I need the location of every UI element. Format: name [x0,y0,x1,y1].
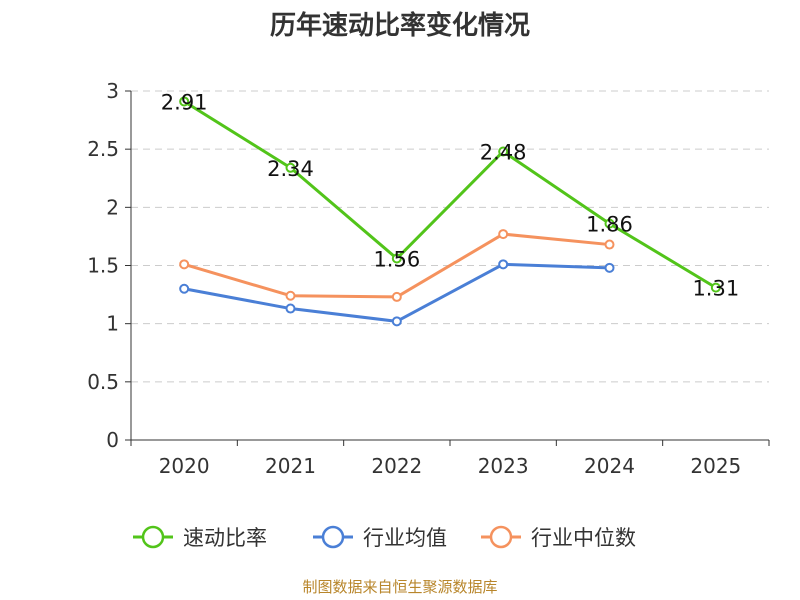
data-label: 2.34 [267,157,314,181]
data-point[interactable] [498,229,509,240]
data-label: 1.31 [692,277,739,301]
legend-label: 速动比率 [183,526,267,550]
legend-label: 行业中位数 [531,526,636,550]
data-point[interactable] [285,290,296,301]
data-point[interactable] [285,162,296,173]
legend-marker [489,525,513,549]
x-tick-label: 2025 [690,454,741,478]
legend-label: 行业均值 [363,526,447,550]
data-point[interactable] [604,239,615,250]
data-point[interactable] [710,282,721,293]
y-tick-label: 0 [106,428,119,452]
data-label: 2.48 [480,140,527,164]
series-line [183,100,717,289]
y-tick-label: 3 [106,79,119,103]
x-tick-label: 2020 [159,454,210,478]
x-tick-label: 2021 [265,454,316,478]
y-tick-label: 2.5 [87,137,119,161]
data-point[interactable] [498,259,509,270]
data-point[interactable] [391,316,402,327]
y-tick-label: 1.5 [87,254,119,278]
series-lines [179,96,721,327]
legend-item[interactable]: 速动比率 [133,525,267,550]
x-tick-label: 2024 [584,454,635,478]
legend-item[interactable]: 行业中位数 [481,525,636,550]
data-label: 1.86 [586,213,633,237]
data-point[interactable] [179,283,190,294]
legend-marker [321,525,345,549]
legend: 速动比率 行业均值 行业中位数 [133,525,636,550]
data-label: 2.91 [161,90,208,114]
data-point[interactable] [285,303,296,314]
x-tick-label: 2022 [371,454,422,478]
data-point[interactable] [391,291,402,302]
data-point[interactable] [391,253,402,264]
data-point[interactable] [498,146,509,157]
data-point[interactable] [604,218,615,229]
data-point[interactable] [179,96,190,107]
chart-title: 历年速动比率变化情况 [270,10,530,41]
data-point[interactable] [604,262,615,273]
grid-lines [131,90,769,383]
y-tick-label: 2 [106,195,119,219]
source-note: 制图数据来自恒生聚源数据库 [302,578,497,596]
axes: 0 0.5 1 1.5 2 2.5 3 2020 2021 2022 2023 2024 2025 [87,79,770,478]
y-tick-label: 0.5 [87,370,119,394]
data-label: 1.56 [373,248,420,272]
x-tick-label: 2023 [478,454,529,478]
legend-marker [141,525,165,549]
data-labels: 2.91 2.34 1.56 2.48 1.86 1.31 [161,90,739,300]
data-point[interactable] [179,259,190,270]
legend-item[interactable]: 行业均值 [313,525,447,550]
y-tick-label: 1 [106,312,119,336]
